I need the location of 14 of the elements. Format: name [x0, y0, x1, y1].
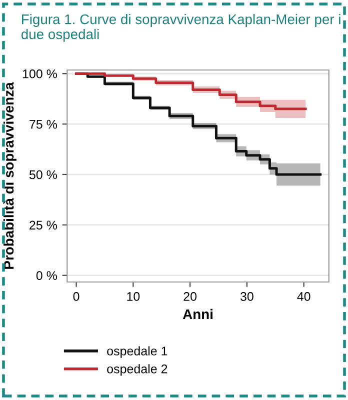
- chart-title: Figura 1. Curve di sopravvivenza Kaplan-Meier per i due ospedali: [21, 14, 340, 42]
- x-tick-label: 10: [127, 292, 140, 301]
- x-tick-label: 40: [297, 292, 310, 301]
- legend-label: ospedale 1: [107, 346, 168, 358]
- y-tick-label: 75 %: [30, 120, 57, 129]
- y-tick-label: 0 %: [36, 271, 57, 280]
- x-tick-label: 20: [184, 292, 197, 301]
- x-tick-label: 30: [240, 292, 254, 301]
- x-axis-title: Anni: [182, 308, 212, 319]
- x-tick-label: 0: [73, 292, 80, 301]
- legend-label: ospedale 2: [107, 364, 168, 376]
- y-tick-label: 50 %: [29, 170, 57, 180]
- y-tick-label: 25 %: [30, 220, 57, 230]
- y-tick-label: 100 %: [22, 69, 57, 78]
